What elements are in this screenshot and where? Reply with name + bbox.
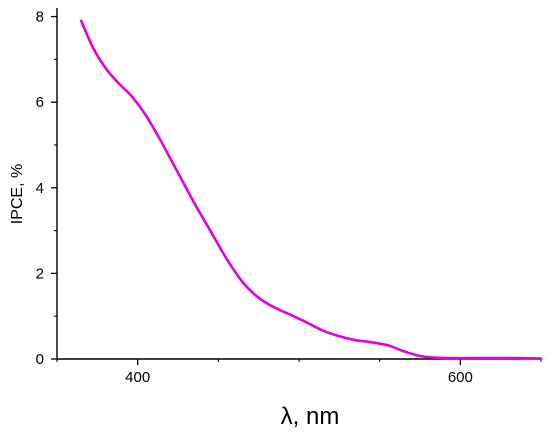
y-tick-label: 0 [36, 351, 44, 368]
tick-labels: 0 2 4 6 8 400 600 [36, 9, 473, 386]
ipce-series-line [79, 19, 543, 360]
y-tick-label: 8 [36, 9, 44, 26]
axes [56, 8, 541, 360]
y-tick-label: 4 [36, 180, 44, 197]
x-tick-label: 600 [448, 369, 473, 386]
y-tick-label: 2 [36, 265, 44, 282]
y-axis-title: IPCE, % [9, 164, 26, 224]
x-tick-label: 400 [125, 369, 150, 386]
ticks [51, 15, 542, 365]
x-axis-title: λ, nm [281, 403, 340, 430]
y-tick-label: 6 [36, 94, 44, 111]
series [79, 19, 543, 360]
